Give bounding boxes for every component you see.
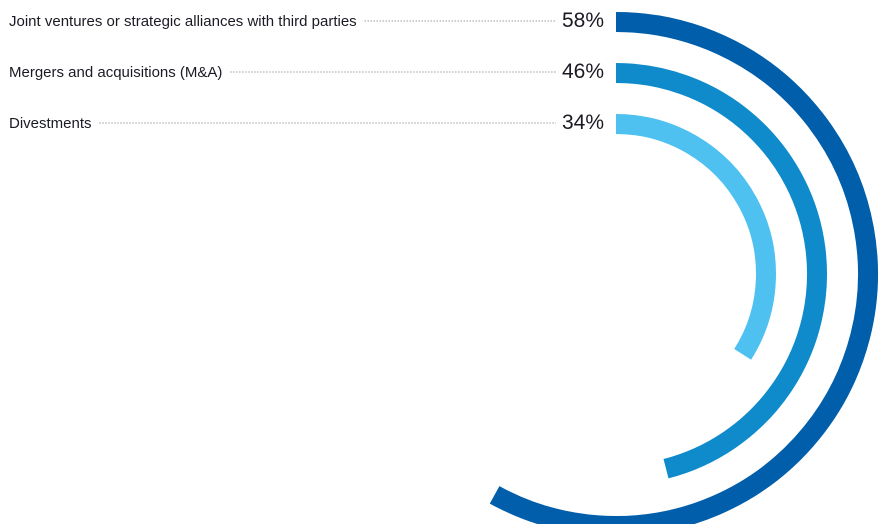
arc-bar-3 [615,114,776,360]
value-label-3: 34% [562,111,604,134]
category-label-2: Mergers and acquisitions (M&A) [9,64,222,81]
leader-line-group [99,20,556,124]
category-label-3: Divestments [9,115,92,132]
arc-group [489,12,878,524]
category-label-1: Joint ventures or strategic alliances wi… [9,13,357,30]
arc-bar-2 [615,63,828,479]
value-label-2: 46% [562,60,604,83]
label-group: Joint ventures or strategic alliances wi… [9,9,604,134]
value-label-1: 58% [562,9,604,32]
arc-bar-1 [489,12,878,524]
